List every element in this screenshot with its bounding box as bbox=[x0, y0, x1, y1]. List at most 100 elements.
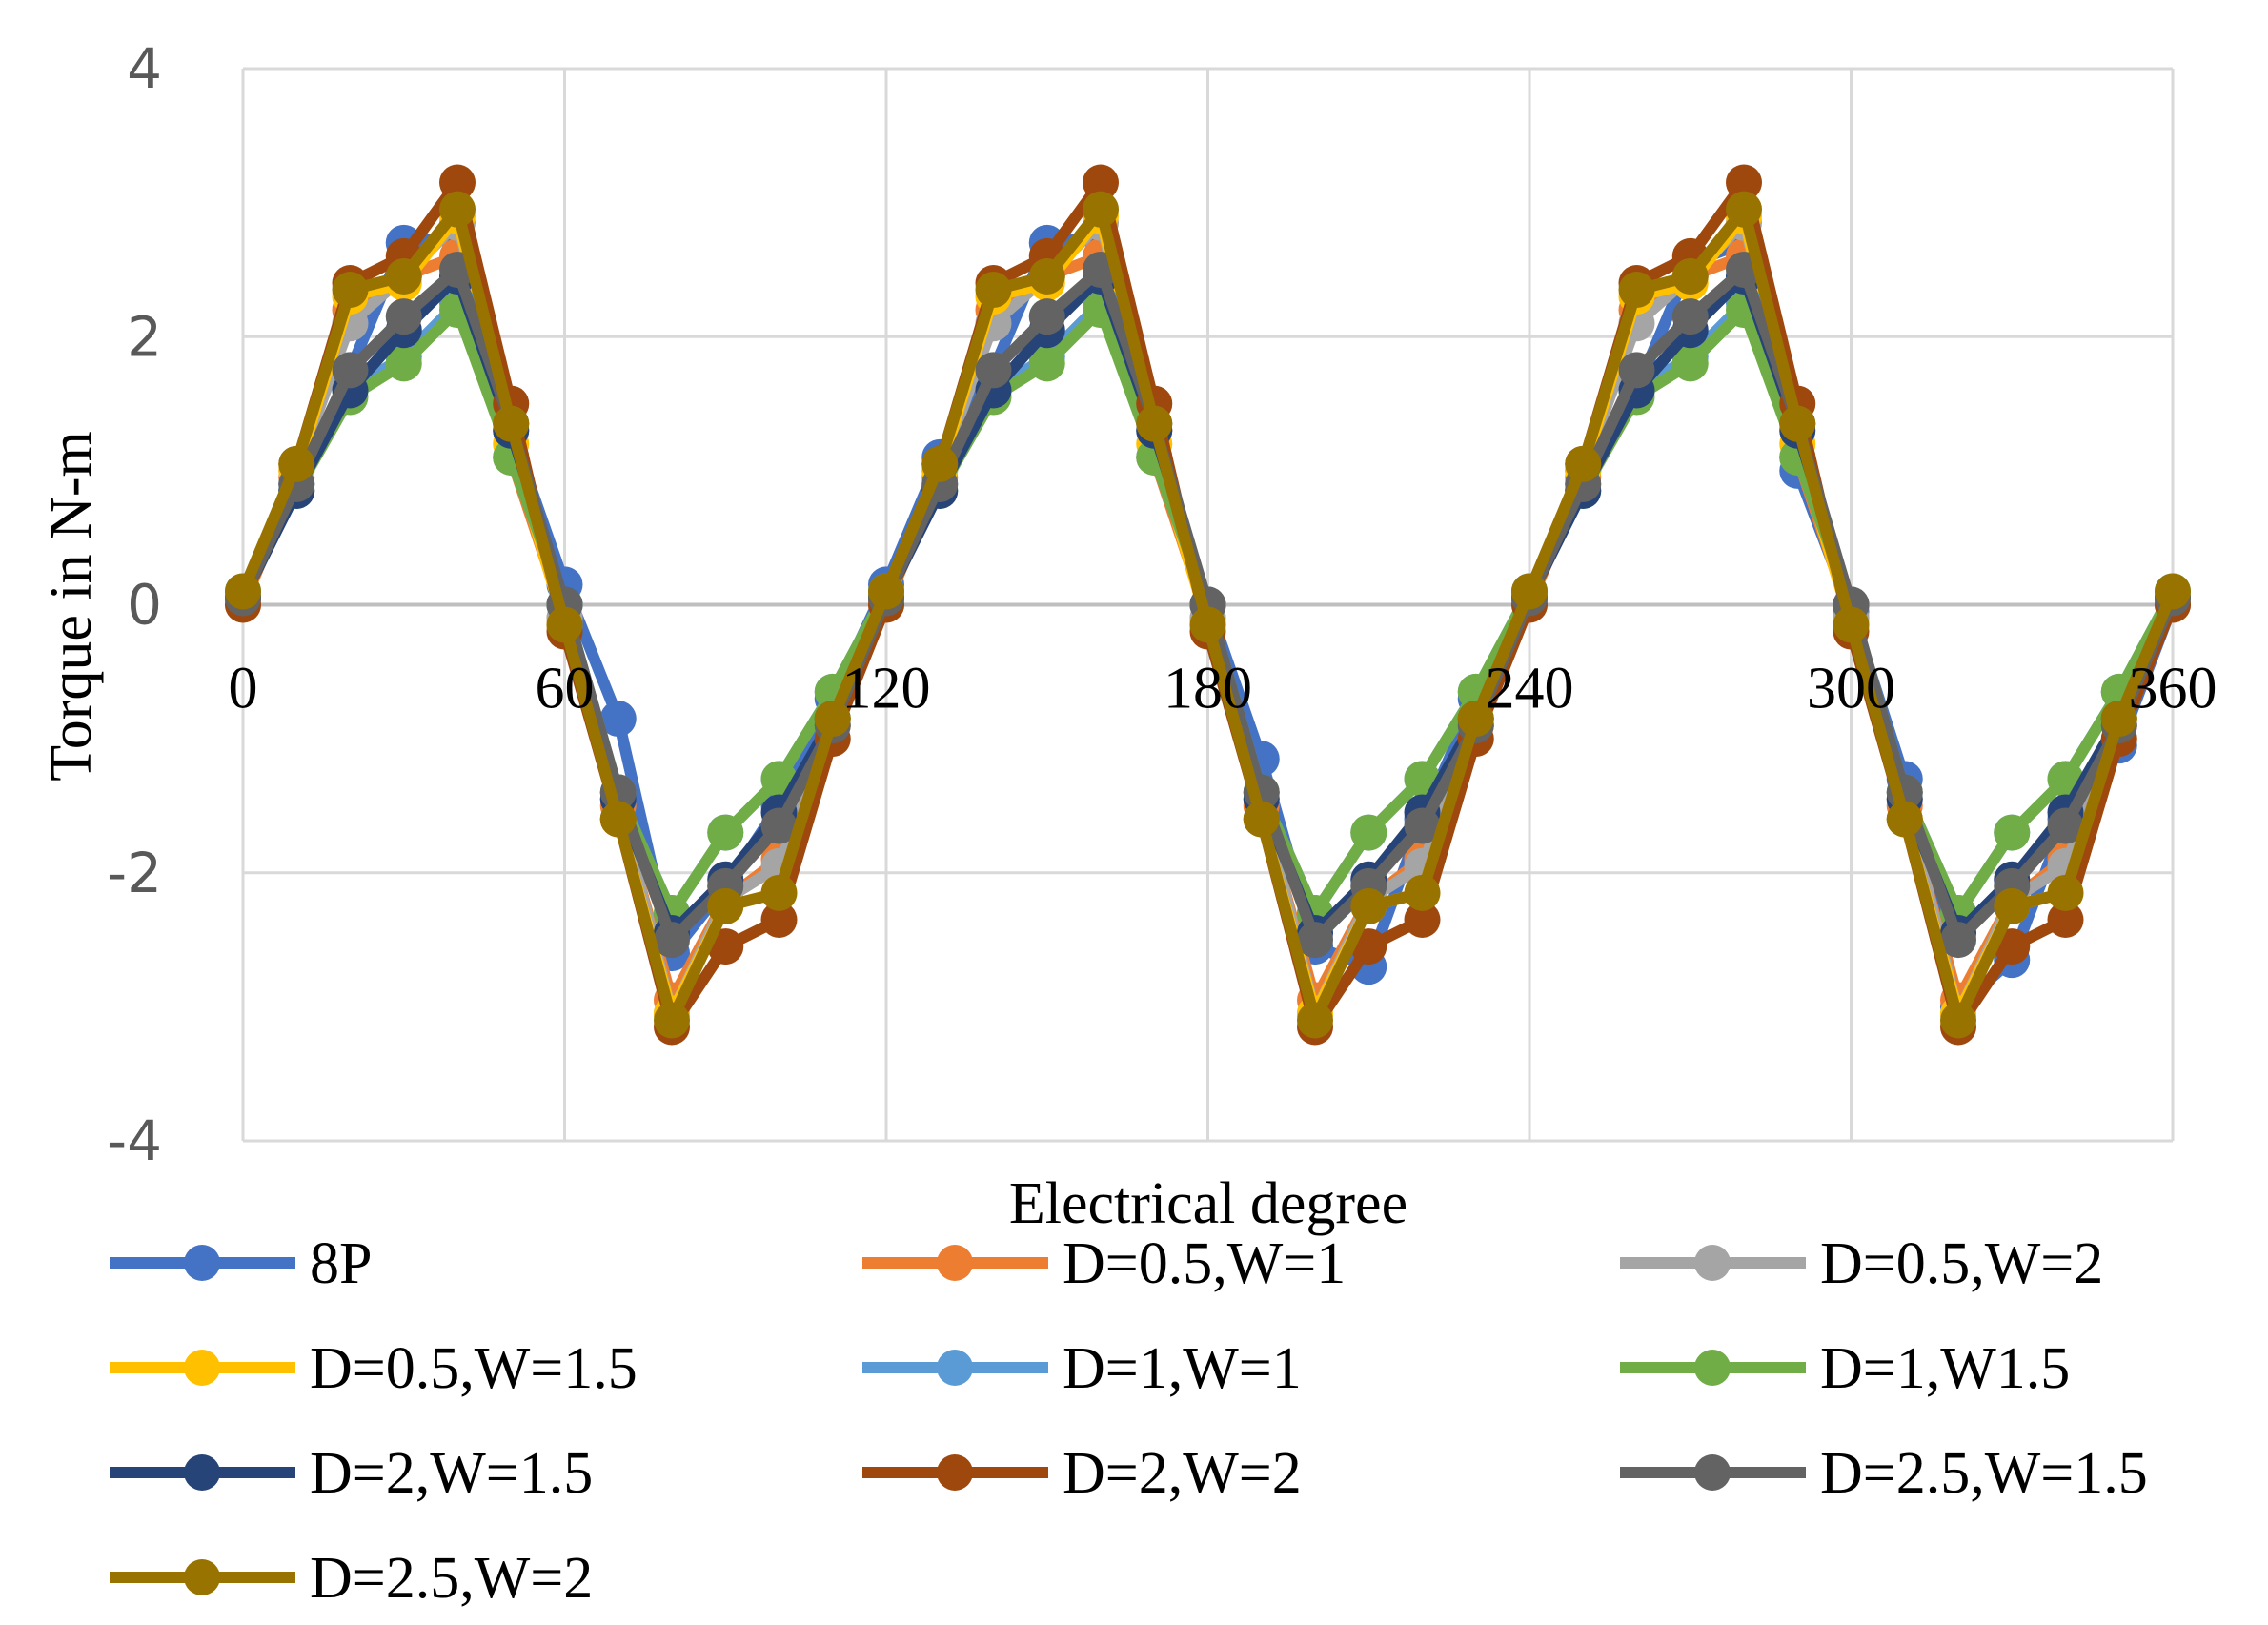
y-tick-label: -2 bbox=[107, 841, 162, 905]
legend-label: D=2,W=1.5 bbox=[310, 1441, 593, 1506]
data-point bbox=[1671, 345, 1709, 382]
legend-label: 8P bbox=[310, 1231, 372, 1296]
legend-marker bbox=[1694, 1454, 1731, 1491]
data-point bbox=[975, 352, 1012, 389]
legend-marker bbox=[184, 1559, 220, 1595]
legend-label: D=0.5,W=2 bbox=[1820, 1231, 2103, 1296]
legend-marker bbox=[937, 1350, 973, 1386]
data-point bbox=[1297, 922, 1333, 959]
data-point bbox=[707, 814, 744, 851]
legend-item: D=2.5,W=2 bbox=[110, 1546, 593, 1611]
data-point bbox=[278, 445, 315, 482]
series-D=2.5,W=2 bbox=[225, 191, 2191, 1039]
legend-label: D=1,W=1 bbox=[1063, 1336, 1302, 1401]
legend-label: D=1,W1.5 bbox=[1820, 1336, 2070, 1401]
legend-marker bbox=[1694, 1350, 1731, 1386]
data-point bbox=[1297, 1002, 1333, 1039]
data-point bbox=[1350, 814, 1387, 851]
data-point bbox=[225, 573, 261, 610]
legend-marker bbox=[184, 1350, 220, 1386]
data-point bbox=[1083, 164, 1119, 201]
series bbox=[225, 164, 2191, 1046]
data-point bbox=[385, 257, 422, 295]
data-point bbox=[2155, 573, 2191, 610]
data-point bbox=[332, 272, 369, 309]
y-tick-label: -4 bbox=[107, 1108, 162, 1173]
data-point bbox=[975, 272, 1012, 309]
y-tick-label: 0 bbox=[127, 573, 162, 638]
data-point bbox=[1404, 807, 1441, 844]
legend-label: D=2.5,W=1.5 bbox=[1820, 1441, 2148, 1506]
legend-item: D=2.5,W=1.5 bbox=[1620, 1441, 2148, 1506]
data-point bbox=[1994, 887, 2031, 924]
data-point bbox=[1940, 922, 1976, 959]
data-point bbox=[1833, 606, 1870, 643]
data-point bbox=[546, 606, 583, 643]
data-point bbox=[1618, 272, 1655, 309]
data-point bbox=[385, 345, 422, 382]
data-point bbox=[1565, 445, 1602, 482]
data-point bbox=[599, 801, 637, 838]
data-point bbox=[1028, 257, 1065, 295]
legend-label: D=2.5,W=2 bbox=[310, 1546, 593, 1611]
x-tick-label: 240 bbox=[1486, 657, 1574, 721]
data-point bbox=[1671, 257, 1709, 295]
x-tick-label: 300 bbox=[1807, 657, 1895, 721]
data-point bbox=[2047, 874, 2084, 911]
data-point bbox=[1404, 901, 1441, 938]
data-point bbox=[760, 807, 798, 844]
x-tick-label: 180 bbox=[1164, 657, 1252, 721]
legend-label: D=0.5,W=1.5 bbox=[310, 1336, 638, 1401]
data-point bbox=[1136, 405, 1173, 442]
data-point bbox=[1457, 701, 1494, 738]
data-point bbox=[1404, 874, 1441, 911]
data-point bbox=[1028, 345, 1065, 382]
legend: 8P D=0.5,W=1 D=0.5,W=2 D=0.5,W=1.5 D=1,W=1 D=… bbox=[110, 1231, 2148, 1611]
data-point bbox=[1940, 1002, 1976, 1039]
data-point bbox=[1028, 298, 1065, 335]
x-tick-label: 60 bbox=[536, 657, 595, 721]
data-point bbox=[760, 874, 798, 911]
legend-item: D=1,W=1 bbox=[862, 1336, 1302, 1401]
data-point bbox=[332, 352, 369, 389]
data-point bbox=[1243, 801, 1280, 838]
data-point bbox=[1886, 801, 1923, 838]
x-tick-label: 360 bbox=[2129, 657, 2217, 721]
data-point bbox=[1726, 164, 1762, 201]
data-point bbox=[1726, 191, 1762, 228]
data-point bbox=[654, 1002, 690, 1039]
legend-item: D=1,W1.5 bbox=[1620, 1336, 2070, 1401]
legend-item: D=2,W=1.5 bbox=[110, 1441, 593, 1506]
data-point bbox=[385, 298, 422, 335]
x-tick-label: 120 bbox=[842, 657, 931, 721]
legend-marker bbox=[1694, 1245, 1731, 1281]
data-point bbox=[1350, 887, 1387, 924]
data-point bbox=[1779, 405, 1816, 442]
x-tick-label: 0 bbox=[229, 657, 258, 721]
data-point bbox=[493, 405, 530, 442]
data-point bbox=[760, 901, 798, 938]
data-point bbox=[2100, 701, 2137, 738]
legend-item: 8P bbox=[110, 1231, 372, 1296]
legend-marker bbox=[937, 1245, 973, 1281]
data-point bbox=[1618, 352, 1655, 389]
data-point bbox=[814, 701, 851, 738]
legend-item: D=0.5,W=1.5 bbox=[110, 1336, 638, 1401]
data-point bbox=[1671, 298, 1709, 335]
y-axis-title: Torque in N-m bbox=[39, 431, 104, 782]
legend-item: D=0.5,W=1 bbox=[862, 1231, 1346, 1296]
legend-label: D=2,W=2 bbox=[1063, 1441, 1302, 1506]
legend-marker bbox=[184, 1245, 220, 1281]
data-point bbox=[2047, 807, 2084, 844]
data-point bbox=[868, 573, 904, 610]
legend-marker bbox=[937, 1454, 973, 1491]
y-tick-label: 2 bbox=[127, 304, 162, 369]
legend-item: D=2,W=2 bbox=[862, 1441, 1302, 1506]
data-point bbox=[439, 164, 476, 201]
data-point bbox=[707, 887, 744, 924]
legend-label: D=0.5,W=1 bbox=[1063, 1231, 1346, 1296]
data-point bbox=[1189, 606, 1226, 643]
data-point bbox=[654, 922, 690, 959]
